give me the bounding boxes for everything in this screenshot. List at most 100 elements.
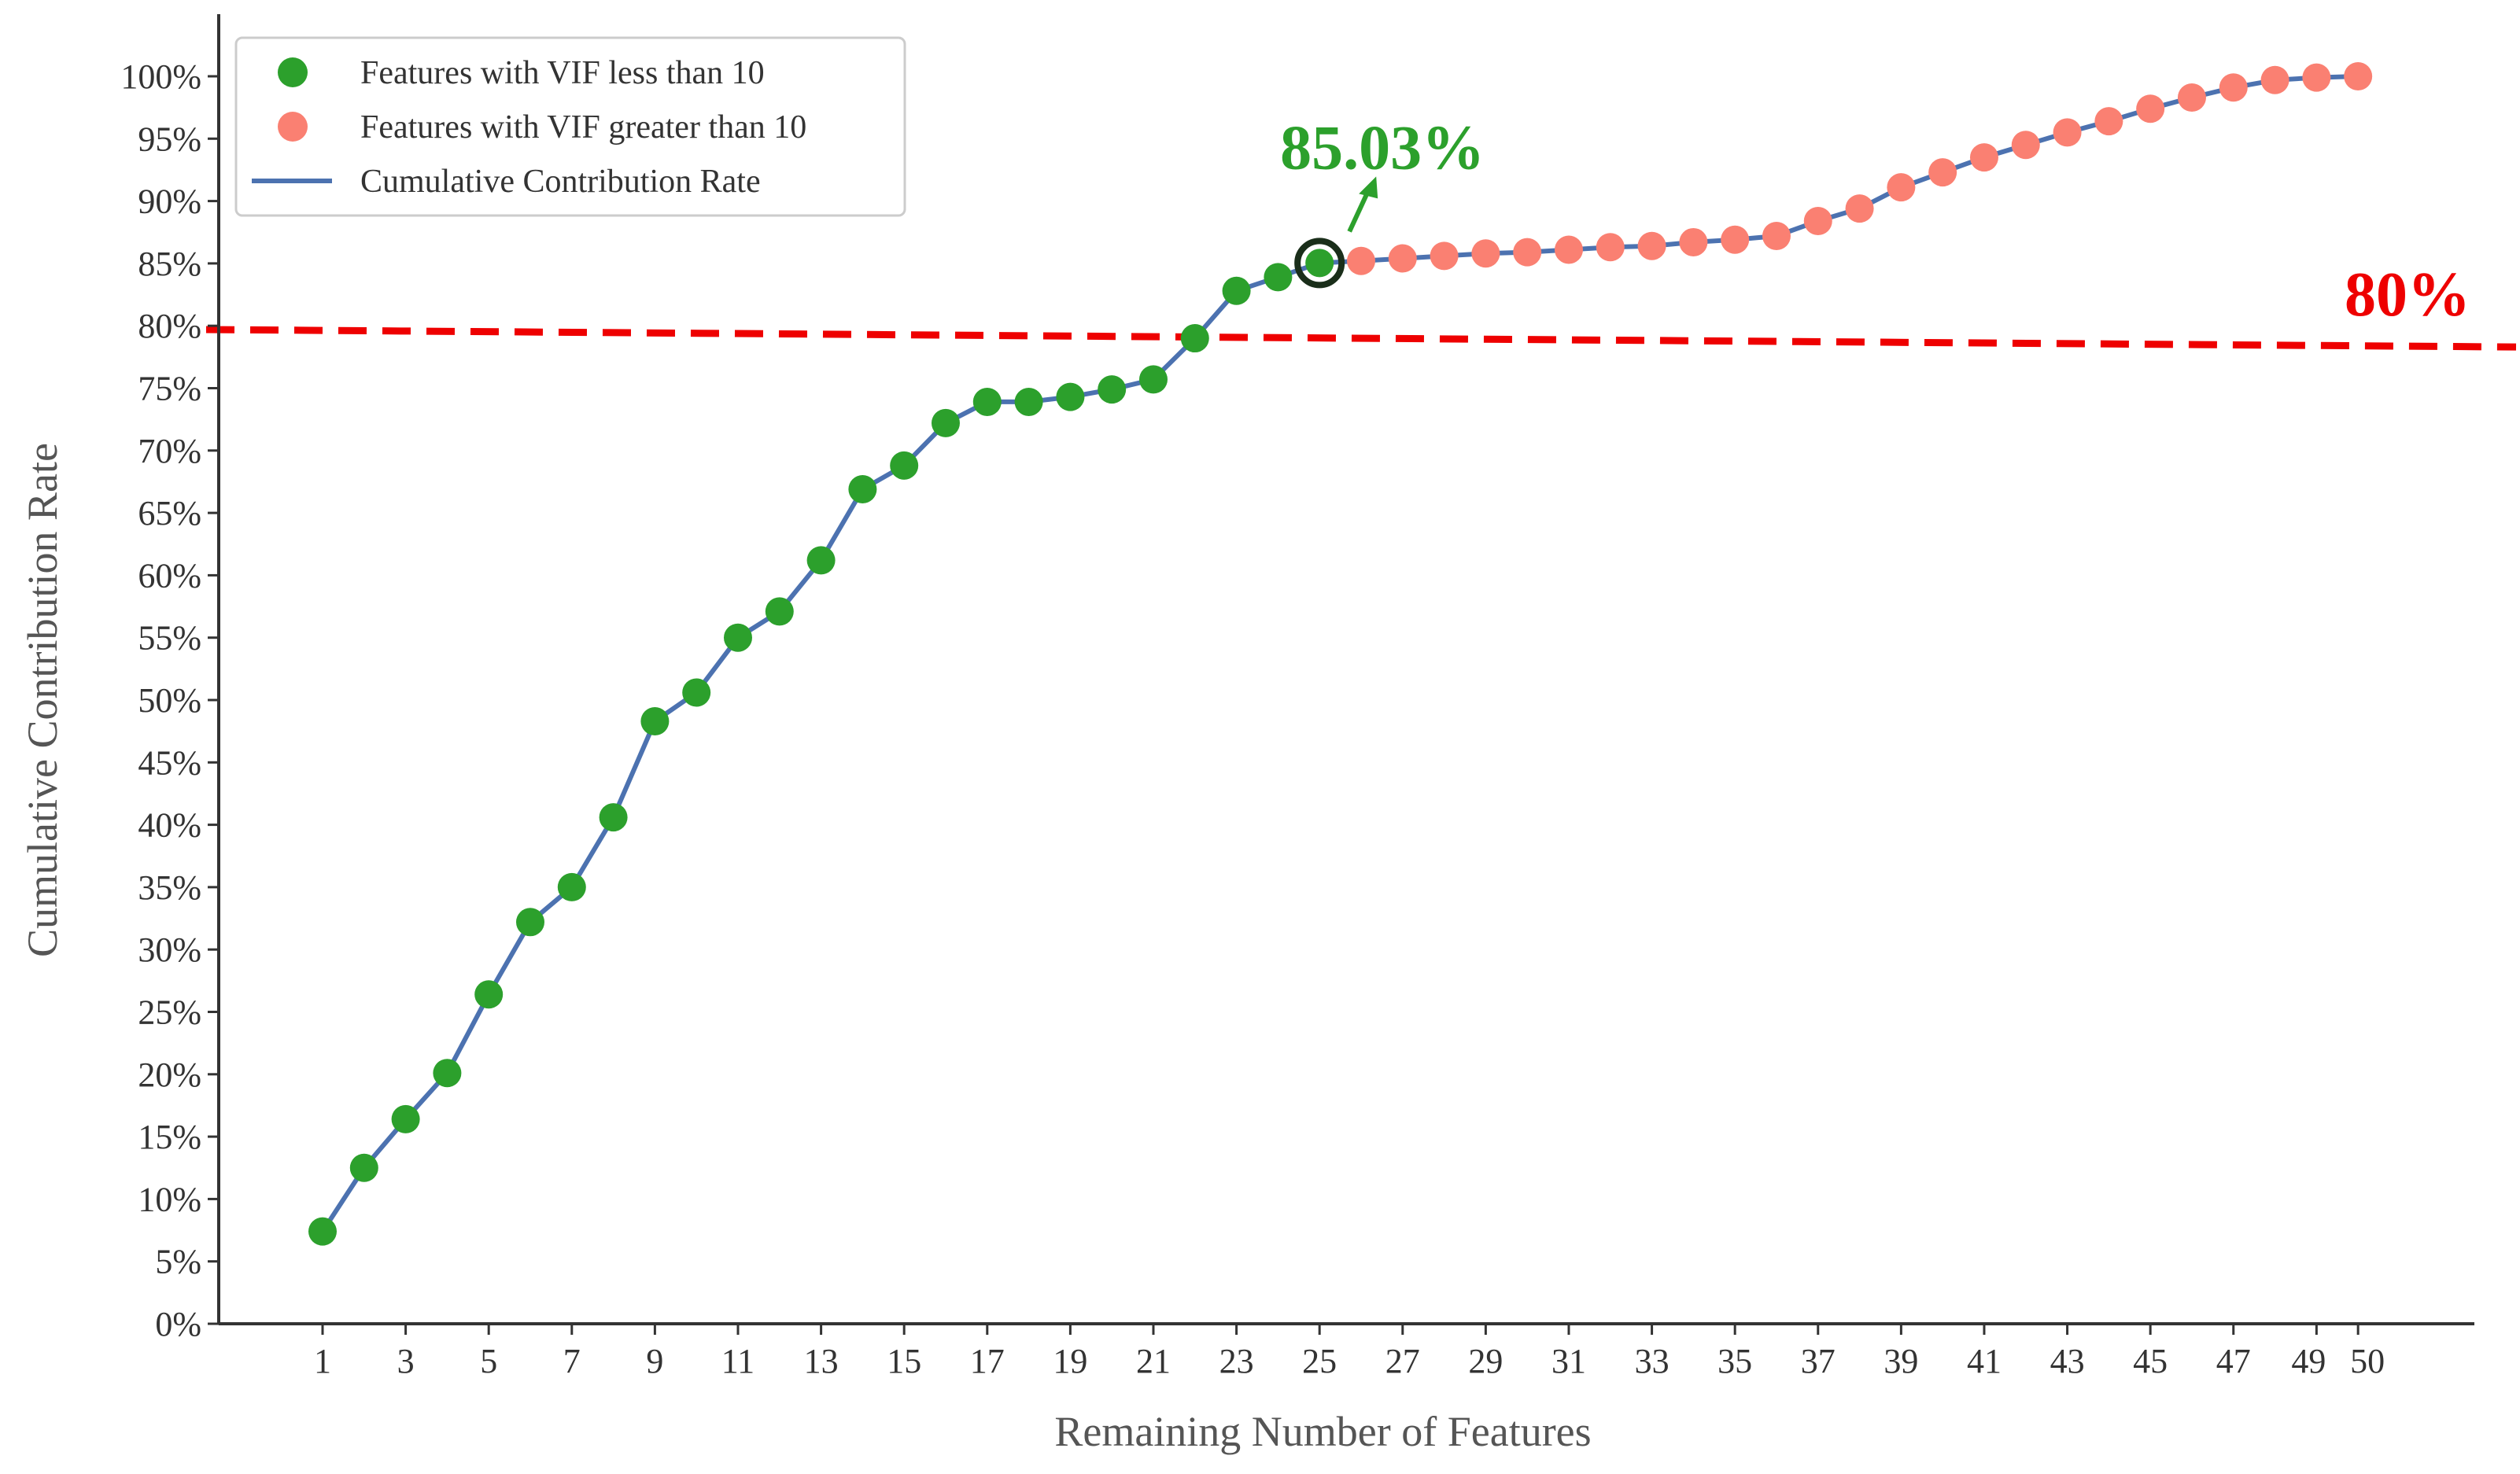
y-tick-label: 35% [138, 868, 201, 907]
legend-label: Features with VIF less than 10 [360, 55, 765, 91]
low-vif-point [723, 623, 752, 652]
x-tick-label: 37 [1801, 1342, 1836, 1380]
legend-box [234, 36, 906, 217]
low-vif-point [640, 706, 670, 735]
low-vif-point [308, 1217, 337, 1246]
x-tick-label: 39 [1884, 1342, 1918, 1380]
high-vif-point [1596, 233, 1625, 262]
high-vif-point [1845, 194, 1874, 223]
x-tick-label: 49 [2291, 1342, 2326, 1380]
x-tick-label: 7 [563, 1342, 581, 1380]
y-tick-label: 80% [138, 307, 201, 345]
high-vif-point [1513, 238, 1542, 267]
high-vif-point [1928, 158, 1957, 187]
low-vif-point [1180, 324, 1209, 353]
high-vif-point [1969, 143, 1998, 172]
high-vif-point [1388, 244, 1417, 273]
x-tick-label: 27 [1385, 1342, 1420, 1380]
high-vif-point [2053, 118, 2082, 147]
y-tick-label: 10% [138, 1180, 201, 1218]
y-tick-label: 70% [138, 432, 201, 470]
legend: Features with VIF less than 10 Features w… [234, 36, 906, 217]
low-vif-point [931, 408, 960, 437]
x-axis-title: Remaining Number of Features [1054, 1408, 1591, 1455]
high-vif-point [1887, 173, 1916, 202]
low-vif-point [806, 546, 836, 575]
high-vif-point [2136, 94, 2165, 123]
low-vif-point [474, 980, 504, 1009]
low-vif-point [1222, 276, 1251, 305]
high-vif-point [2344, 62, 2373, 90]
x-tick-label: 11 [721, 1342, 755, 1380]
high-vif-point [1430, 241, 1459, 271]
y-tick-label: 75% [138, 370, 201, 408]
y-tick-label: 0% [155, 1305, 201, 1343]
x-tick-label: 17 [970, 1342, 1005, 1380]
y-tick-label: 90% [138, 182, 201, 221]
x-tick-label: 9 [646, 1342, 663, 1380]
x-tick-label: 45 [2133, 1342, 2168, 1380]
highlight-arrow-head [1359, 176, 1378, 199]
high-vif-point [1637, 231, 1666, 260]
high-vif-point [1762, 222, 1791, 251]
x-tick-label: 50 [2350, 1342, 2385, 1380]
y-tick-label: 55% [138, 619, 201, 658]
low-vif-point [1014, 387, 1043, 416]
x-tick-label: 41 [1967, 1342, 2002, 1380]
y-tick-label: 15% [138, 1118, 201, 1156]
y-axis-title: Cumulative Contribution Rate [19, 443, 66, 957]
high-vif-point [2219, 73, 2248, 102]
high-vif-point [1803, 206, 1832, 235]
threshold-layer: 80% [205, 260, 2517, 351]
annotation-layer: 85.03% [1280, 113, 1485, 289]
low-vif-point [890, 451, 919, 480]
legend-marker [278, 112, 308, 142]
low-vif-point [1138, 365, 1168, 394]
y-tick-label: 25% [138, 993, 201, 1032]
y-tick-label: 40% [138, 806, 201, 845]
x-tick-label: 23 [1219, 1342, 1254, 1380]
y-tick-label: 85% [138, 245, 201, 283]
high-vif-point [1721, 225, 1750, 254]
low-vif-point [972, 387, 1002, 416]
low-vif-point [1056, 382, 1085, 411]
highlight-arrow-shaft [1347, 190, 1371, 233]
y-tick-label: 95% [138, 120, 201, 158]
high-vif-point [2260, 65, 2289, 94]
low-vif-point [1098, 375, 1127, 404]
low-vif-point [1264, 263, 1293, 292]
threshold-line [205, 326, 2517, 351]
highlight-label: 85.03% [1280, 113, 1485, 182]
low-vif-point [682, 678, 711, 707]
high-vif-point [1471, 239, 1500, 268]
high-vif-point [2302, 63, 2331, 92]
y-tick-label: 45% [138, 743, 201, 782]
low-vif-point [1305, 249, 1334, 278]
low-vif-point [765, 597, 794, 626]
x-tick-label: 35 [1718, 1342, 1752, 1380]
y-tick-label: 30% [138, 930, 201, 969]
axes-layer: 0% 5% 10% 15% 20% 25% 30% 35% 40% 45% 50% 55% 60% 65%… [19, 14, 2474, 1455]
y-tick-label: 65% [138, 494, 201, 532]
x-tick-label: 47 [2216, 1342, 2251, 1380]
x-tick-label: 31 [1551, 1342, 1586, 1380]
high-vif-point [2011, 131, 2040, 160]
y-tick-label: 60% [138, 556, 201, 595]
x-tick-label: 43 [2050, 1342, 2085, 1380]
high-vif-point [1554, 235, 1583, 264]
x-tick-label: 15 [887, 1342, 921, 1380]
x-tick-label: 13 [804, 1342, 839, 1380]
x-tick-label: 3 [397, 1342, 415, 1380]
y-tick-label: 50% [138, 681, 201, 720]
x-tick-label: 29 [1468, 1342, 1503, 1380]
low-vif-point [848, 474, 877, 503]
high-vif-point [2094, 107, 2123, 136]
legend-marker [278, 57, 308, 87]
x-tick-label: 19 [1053, 1342, 1087, 1380]
high-vif-point [1679, 227, 1708, 256]
low-vif-point [391, 1104, 420, 1133]
x-tick-label: 33 [1635, 1342, 1670, 1380]
threshold-label: 80% [2345, 260, 2470, 330]
